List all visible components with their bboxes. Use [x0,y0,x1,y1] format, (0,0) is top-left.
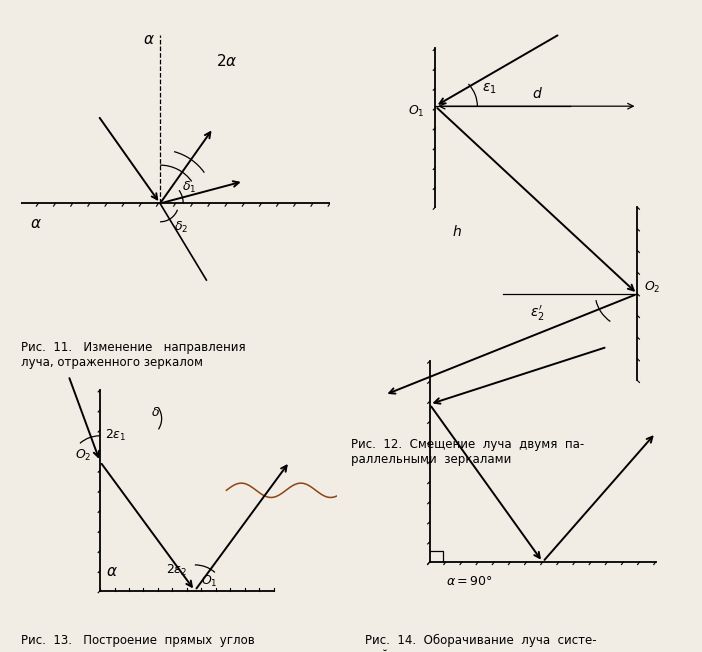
Text: $O_1$: $O_1$ [409,104,425,119]
Text: $\varepsilon_1$: $\varepsilon_1$ [482,82,497,96]
Text: $\alpha$: $\alpha$ [107,565,118,580]
Text: $O_1$: $O_1$ [201,574,218,589]
Text: $\delta$: $\delta$ [150,406,159,419]
Text: $O_2$: $O_2$ [644,280,661,295]
Text: Рис.  13.   Построение  прямых  углов
эккером: Рис. 13. Построение прямых углов эккером [21,634,255,652]
Text: Рис.  11.   Изменение   направления
луча, отраженного зеркалом: Рис. 11. Изменение направления луча, отр… [21,342,246,369]
Text: $2\varepsilon_1$: $2\varepsilon_1$ [105,428,126,443]
Text: d: d [532,87,541,100]
Text: $\alpha$: $\alpha$ [30,216,42,231]
Text: $\varepsilon_2'$: $\varepsilon_2'$ [529,304,544,323]
Text: Рис.  12.  Смещение  луча  двумя  па-
раллельными  зеркалами: Рис. 12. Смещение луча двумя па- раллель… [351,438,584,466]
Text: $2\alpha$: $2\alpha$ [216,53,237,68]
Text: $\delta_2$: $\delta_2$ [174,220,188,235]
Text: $\alpha$: $\alpha$ [143,32,155,47]
Text: h: h [452,225,461,239]
Text: $O_2$: $O_2$ [74,448,91,463]
Text: $\delta_1$: $\delta_1$ [182,180,196,195]
Text: $2\varepsilon_2$: $2\varepsilon_2$ [166,563,187,578]
Text: Рис.  14.  Оборачивание  луча  систе-
мой из двух зеркал: Рис. 14. Оборачивание луча систе- мой из… [365,634,597,652]
Text: $\alpha=90°$: $\alpha=90°$ [446,575,492,588]
